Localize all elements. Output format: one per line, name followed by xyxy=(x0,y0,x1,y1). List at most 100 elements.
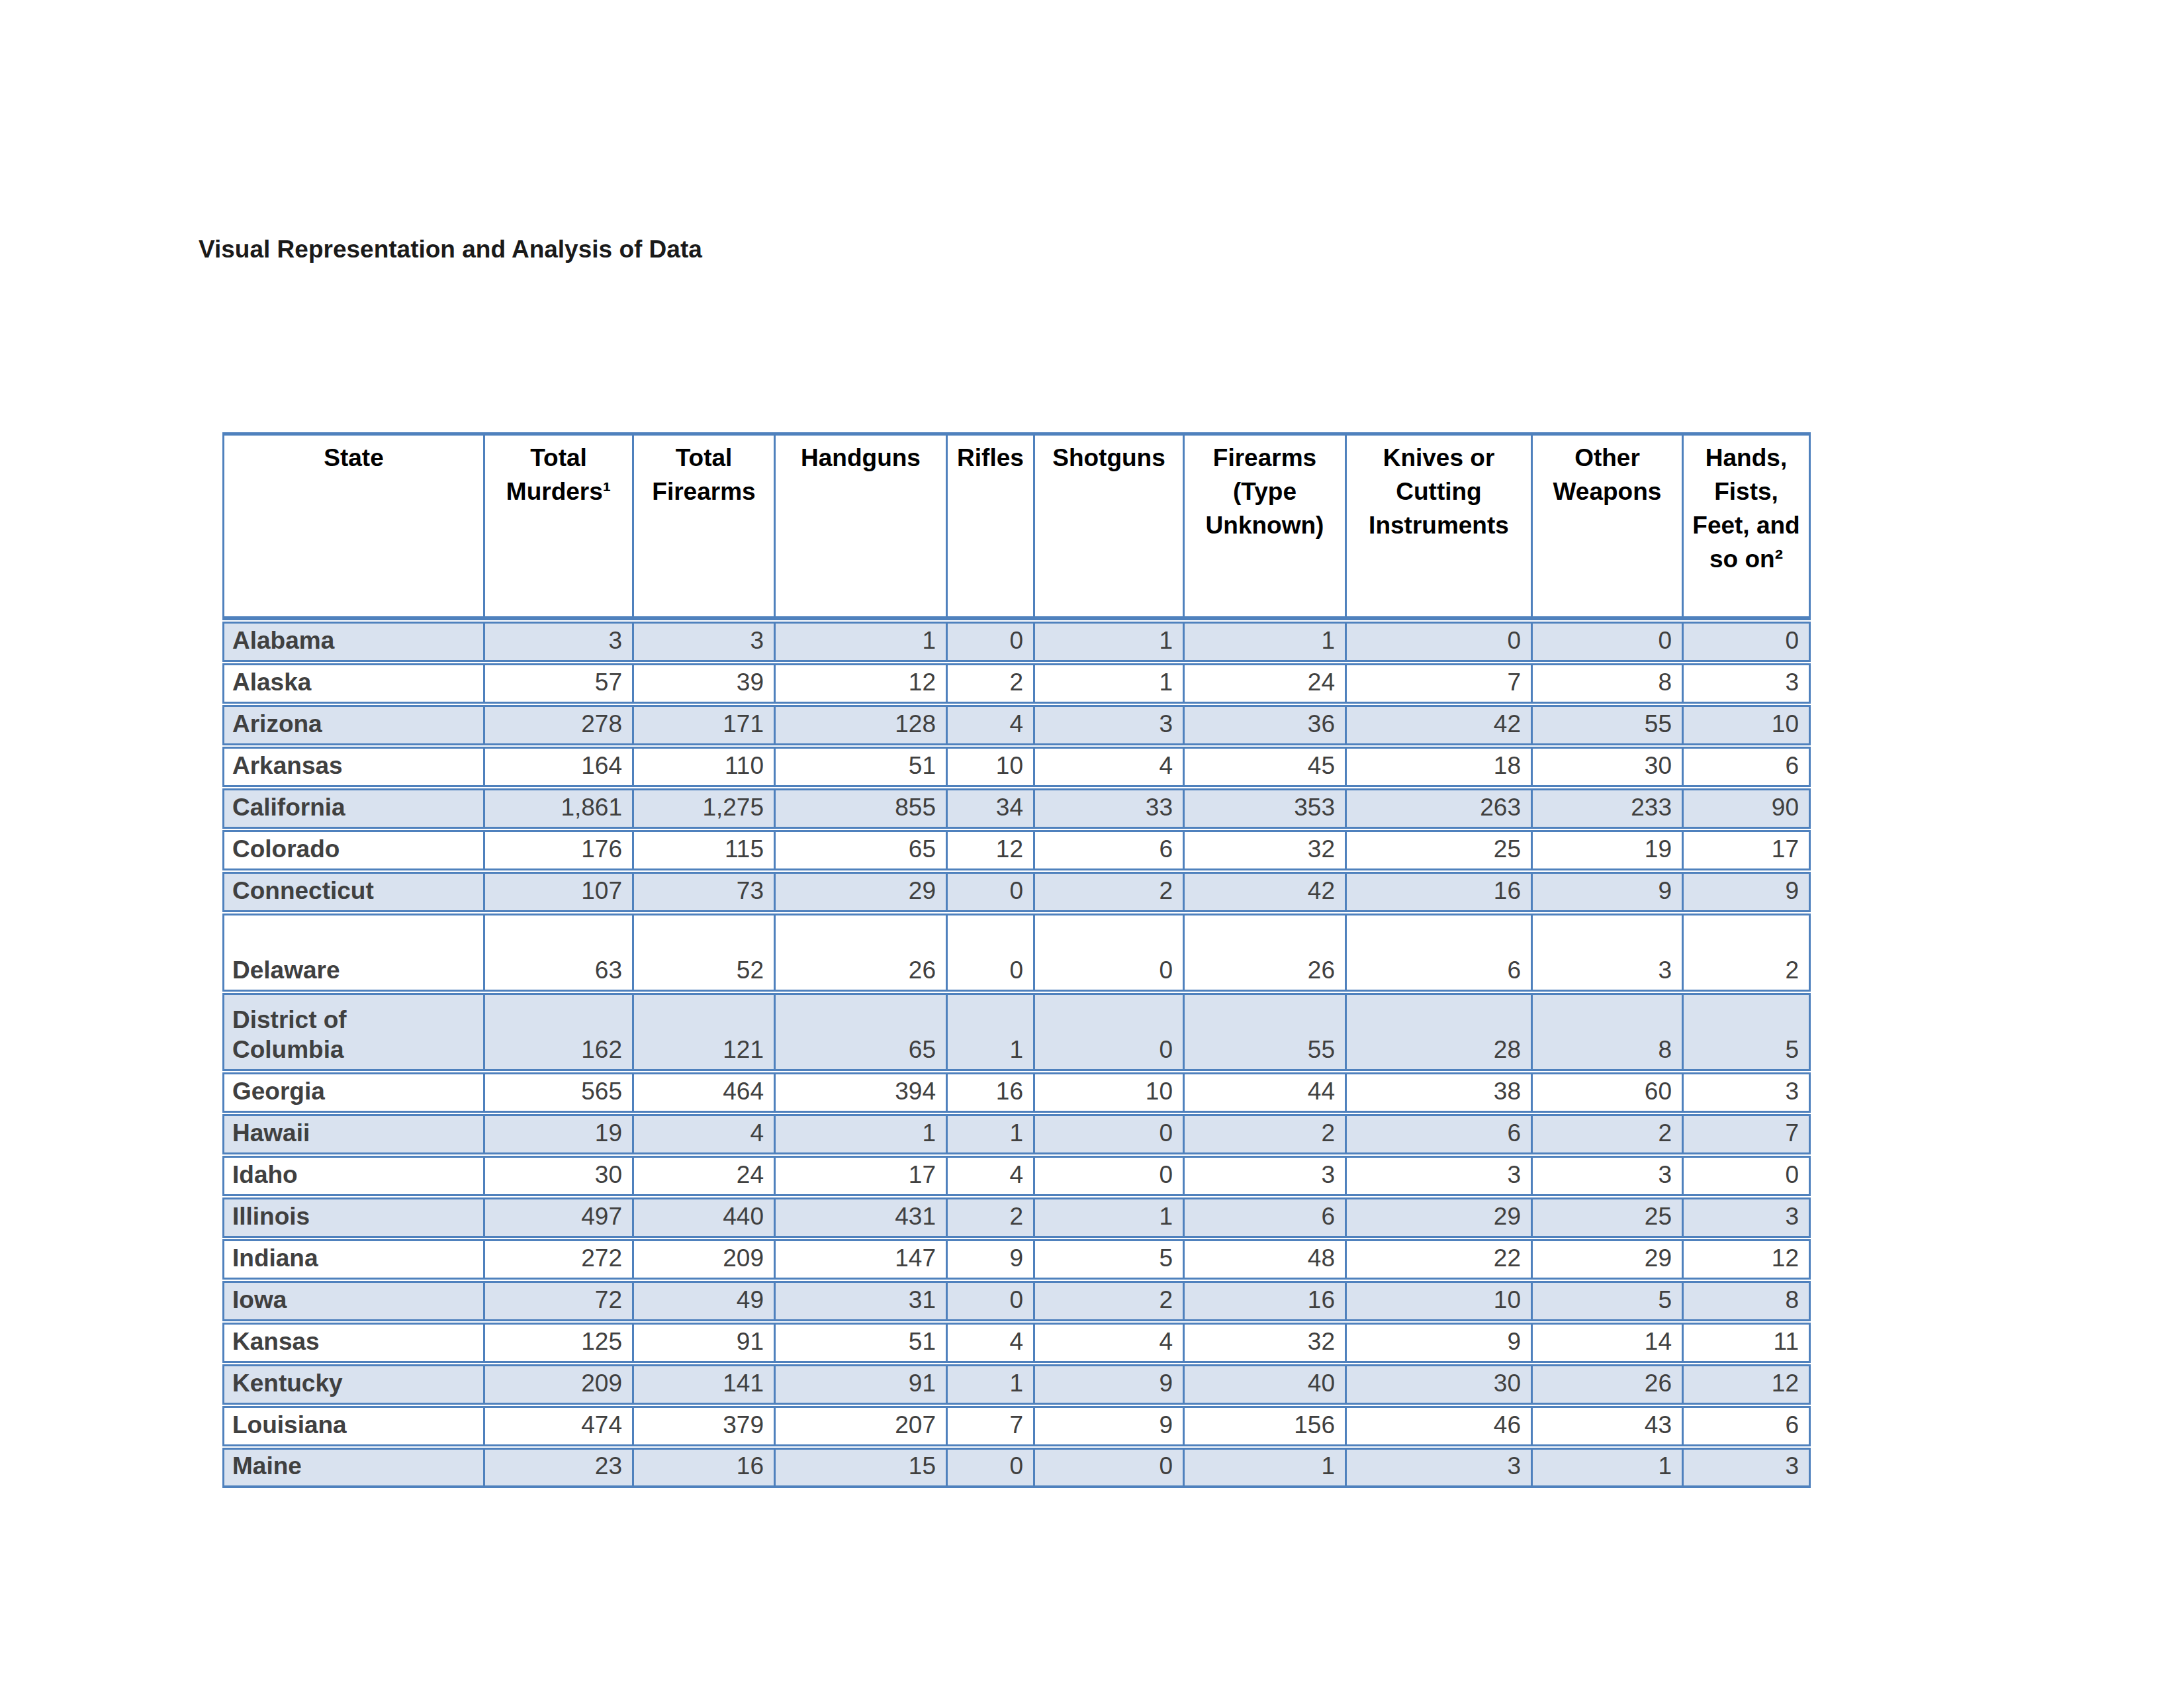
value-cell: 164 xyxy=(483,747,632,787)
table-row-hawaii: Hawaii1941102627 xyxy=(222,1114,1811,1154)
value-cell: 1 xyxy=(1033,1197,1183,1238)
value-cell: 8 xyxy=(1682,1281,1811,1321)
value-cell: 73 xyxy=(632,872,774,912)
column-header-rifles: Rifles xyxy=(946,432,1033,620)
value-cell: 3 xyxy=(1682,1197,1811,1238)
value-cell: 7 xyxy=(1682,1114,1811,1154)
value-cell: 11 xyxy=(1682,1323,1811,1363)
value-cell: 7 xyxy=(1345,663,1531,704)
value-cell: 1,861 xyxy=(483,788,632,829)
state-name-cell: Georgia xyxy=(222,1072,483,1113)
value-cell: 28 xyxy=(1345,993,1531,1071)
column-header-state: State xyxy=(222,432,483,620)
table-row-arkansas: Arkansas164110511044518306 xyxy=(222,747,1811,787)
value-cell: 176 xyxy=(483,830,632,870)
table-header: StateTotal Murders¹Total FirearmsHandgun… xyxy=(222,432,1811,620)
value-cell: 128 xyxy=(774,705,946,745)
table-row-district-of-columbia: District of Columbia1621216510552885 xyxy=(222,993,1811,1071)
value-cell: 4 xyxy=(946,1323,1033,1363)
value-cell: 15 xyxy=(774,1448,946,1488)
value-cell: 55 xyxy=(1531,705,1682,745)
value-cell: 141 xyxy=(632,1364,774,1405)
value-cell: 2 xyxy=(1682,914,1811,992)
value-cell: 24 xyxy=(632,1156,774,1196)
value-cell: 16 xyxy=(1183,1281,1345,1321)
value-cell: 1 xyxy=(946,1114,1033,1154)
table-row-kansas: Kansas1259151443291411 xyxy=(222,1323,1811,1363)
value-cell: 0 xyxy=(1033,1156,1183,1196)
value-cell: 17 xyxy=(774,1156,946,1196)
value-cell: 18 xyxy=(1345,747,1531,787)
state-name-cell: Indiana xyxy=(222,1239,483,1280)
value-cell: 10 xyxy=(1345,1281,1531,1321)
value-cell: 19 xyxy=(483,1114,632,1154)
value-cell: 0 xyxy=(1033,1114,1183,1154)
value-cell: 233 xyxy=(1531,788,1682,829)
value-cell: 207 xyxy=(774,1406,946,1446)
value-cell: 474 xyxy=(483,1406,632,1446)
state-name-cell: Kentucky xyxy=(222,1364,483,1405)
state-name-cell: Colorado xyxy=(222,830,483,870)
value-cell: 26 xyxy=(1531,1364,1682,1405)
table-row-connecticut: Connecticut107732902421699 xyxy=(222,872,1811,912)
table-row-illinois: Illinois49744043121629253 xyxy=(222,1197,1811,1238)
value-cell: 3 xyxy=(1345,1448,1531,1488)
value-cell: 65 xyxy=(774,830,946,870)
value-cell: 16 xyxy=(632,1448,774,1488)
column-header-knives-or-cutting-instruments: Knives or Cutting Instruments xyxy=(1345,432,1531,620)
value-cell: 26 xyxy=(774,914,946,992)
value-cell: 3 xyxy=(1531,1156,1682,1196)
value-cell: 1 xyxy=(946,993,1033,1071)
value-cell: 1 xyxy=(774,1114,946,1154)
value-cell: 30 xyxy=(1531,747,1682,787)
value-cell: 0 xyxy=(946,622,1033,662)
value-cell: 55 xyxy=(1183,993,1345,1071)
value-cell: 1 xyxy=(1183,1448,1345,1488)
value-cell: 10 xyxy=(1033,1072,1183,1113)
value-cell: 171 xyxy=(632,705,774,745)
table-row-iowa: Iowa72493102161058 xyxy=(222,1281,1811,1321)
value-cell: 9 xyxy=(1033,1406,1183,1446)
value-cell: 39 xyxy=(632,663,774,704)
value-cell: 42 xyxy=(1345,705,1531,745)
column-header-hands-fists-feet-and-so-on: Hands, Fists, Feet, and so on² xyxy=(1682,432,1811,620)
value-cell: 9 xyxy=(1682,872,1811,912)
value-cell: 2 xyxy=(1033,1281,1183,1321)
value-cell: 6 xyxy=(1345,914,1531,992)
value-cell: 209 xyxy=(483,1364,632,1405)
value-cell: 32 xyxy=(1183,830,1345,870)
value-cell: 14 xyxy=(1531,1323,1682,1363)
table-row-kentucky: Kentucky209141911940302612 xyxy=(222,1364,1811,1405)
table-row-california: California1,8611,275855343335326323390 xyxy=(222,788,1811,829)
value-cell: 42 xyxy=(1183,872,1345,912)
state-name-cell: Delaware xyxy=(222,914,483,992)
value-cell: 16 xyxy=(1345,872,1531,912)
value-cell: 63 xyxy=(483,914,632,992)
value-cell: 0 xyxy=(946,1448,1033,1488)
value-cell: 263 xyxy=(1345,788,1531,829)
value-cell: 394 xyxy=(774,1072,946,1113)
value-cell: 0 xyxy=(1033,914,1183,992)
value-cell: 24 xyxy=(1183,663,1345,704)
page-title: Visual Representation and Analysis of Da… xyxy=(199,236,702,263)
value-cell: 2 xyxy=(1531,1114,1682,1154)
value-cell: 1 xyxy=(1531,1448,1682,1488)
table-row-indiana: Indiana2722091479548222912 xyxy=(222,1239,1811,1280)
header-row: StateTotal Murders¹Total FirearmsHandgun… xyxy=(222,432,1811,620)
value-cell: 65 xyxy=(774,993,946,1071)
state-name-cell: District of Columbia xyxy=(222,993,483,1071)
value-cell: 0 xyxy=(1531,622,1682,662)
value-cell: 0 xyxy=(1033,993,1183,1071)
state-name-cell: Hawaii xyxy=(222,1114,483,1154)
value-cell: 3 xyxy=(1682,1448,1811,1488)
value-cell: 12 xyxy=(774,663,946,704)
value-cell: 3 xyxy=(1345,1156,1531,1196)
value-cell: 6 xyxy=(1033,830,1183,870)
value-cell: 2 xyxy=(946,663,1033,704)
column-header-shotguns: Shotguns xyxy=(1033,432,1183,620)
state-name-cell: Kansas xyxy=(222,1323,483,1363)
value-cell: 40 xyxy=(1183,1364,1345,1405)
value-cell: 565 xyxy=(483,1072,632,1113)
state-name-cell: Connecticut xyxy=(222,872,483,912)
value-cell: 29 xyxy=(774,872,946,912)
